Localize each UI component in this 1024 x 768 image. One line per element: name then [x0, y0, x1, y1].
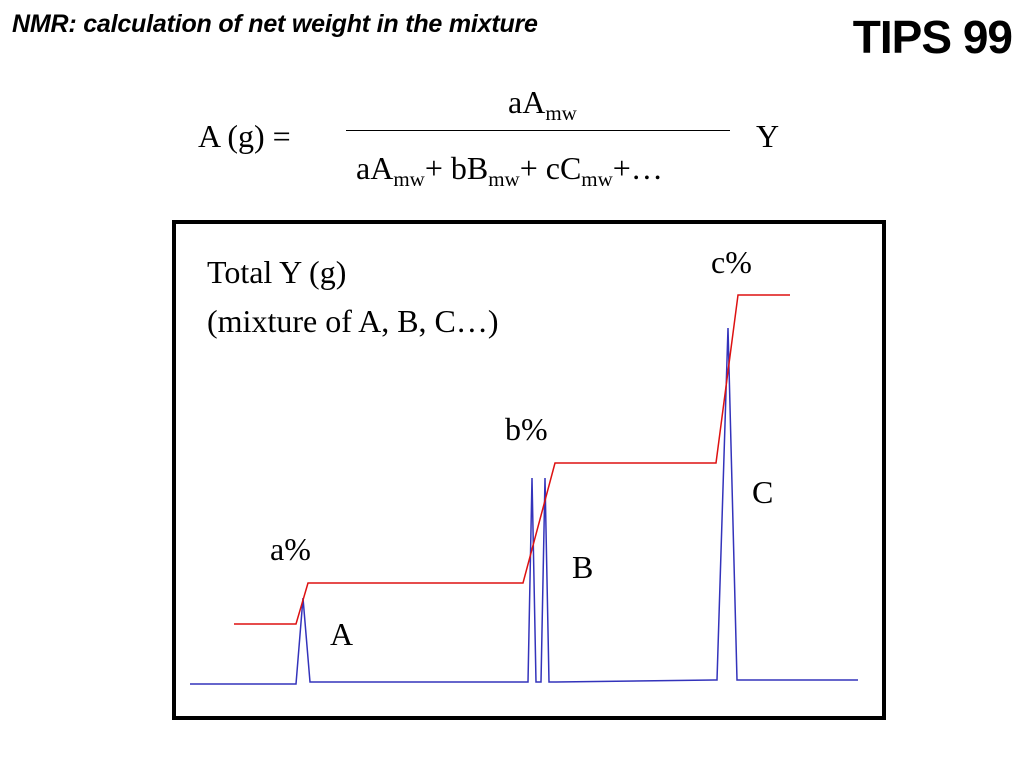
integral-trace: [234, 294, 790, 625]
den-sub-c: mw: [581, 167, 613, 191]
spectrum-frame: [172, 220, 886, 720]
den-term-a: aA: [356, 150, 394, 186]
den-sub-a: mw: [393, 167, 425, 191]
nmr-spectrum-trace: [190, 327, 858, 685]
den-tail: +…: [612, 150, 663, 186]
total-label: Total Y (g): [207, 254, 347, 290]
den-sub-b: mw: [488, 167, 520, 191]
numerator-term: aA: [508, 84, 546, 120]
fraction-bar: [346, 130, 730, 131]
formula-denominator: aAmw+ bBmw+ cCmw+…: [356, 150, 663, 190]
slide-title: NMR: calculation of net weight in the mi…: [12, 10, 538, 38]
integral-label-a: a%: [270, 531, 311, 567]
integral-label-c: c%: [711, 244, 752, 280]
integral-label-b: b%: [505, 411, 548, 447]
slide-tag: TIPS 99: [852, 11, 1013, 63]
den-term-b: + bB: [424, 150, 489, 186]
formula-numerator: aAmw: [508, 84, 577, 124]
den-term-c: + cC: [519, 150, 582, 186]
formula-rhs: Y: [756, 118, 780, 154]
peak-label-a: A: [330, 616, 354, 652]
formula-lhs: A (g) =: [198, 118, 291, 154]
numerator-subscript: mw: [545, 101, 577, 125]
mixture-label: (mixture of A, B, C…): [207, 303, 499, 339]
peak-label-c: C: [752, 474, 774, 510]
peak-label-b: B: [572, 549, 594, 585]
